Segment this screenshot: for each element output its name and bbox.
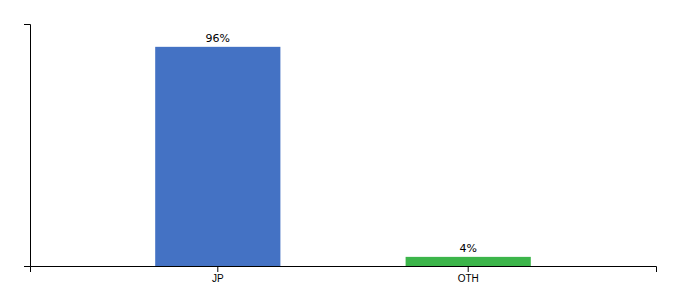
- x-tick-label: OTH: [458, 273, 479, 284]
- y-axis-line: [24, 25, 31, 267]
- x-tick: OTH: [458, 266, 479, 284]
- data-label: 4%: [459, 242, 476, 255]
- bars: [155, 47, 531, 266]
- bar: [155, 47, 280, 266]
- x-tick-mark: [468, 266, 469, 272]
- plot: JP OTH 96% 4%: [24, 25, 657, 285]
- x-axis: JP OTH: [31, 266, 657, 284]
- x-tick: JP: [212, 266, 224, 284]
- chart: JP OTH 96% 4%: [0, 0, 680, 300]
- bar: [406, 257, 531, 266]
- data-label: 96%: [206, 32, 230, 45]
- x-tick-label: JP: [212, 273, 224, 284]
- x-tick-mark: [217, 266, 218, 272]
- y-axis: [24, 25, 31, 267]
- x-axis-line: [31, 267, 657, 273]
- data-labels: 96% 4%: [206, 32, 477, 255]
